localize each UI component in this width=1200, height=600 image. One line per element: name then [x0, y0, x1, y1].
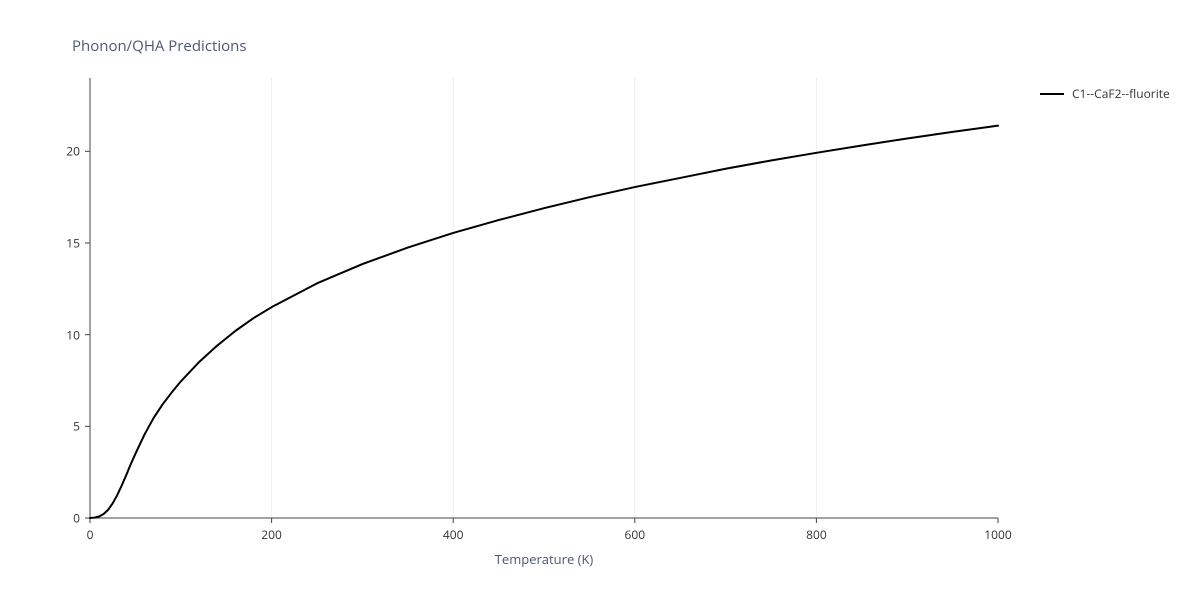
legend-label: C1--CaF2--fluorite — [1072, 85, 1170, 102]
chart-title: Phonon/QHA Predictions — [72, 36, 247, 56]
x-tick-label: 400 — [443, 526, 464, 543]
y-tick-label: 5 — [73, 418, 80, 435]
y-tick-label: 0 — [73, 510, 80, 527]
legend-swatch — [1040, 93, 1064, 95]
x-axis-label: Temperature (K) — [495, 550, 594, 568]
chart-container: Phonon/QHA Predictions Temperature (K) C… — [0, 0, 1200, 600]
x-tick-label: 0 — [87, 526, 94, 543]
y-tick-label: 10 — [66, 326, 80, 343]
plot-svg — [90, 78, 998, 518]
y-tick-label: 20 — [66, 143, 80, 160]
x-tick-label: 800 — [806, 526, 827, 543]
y-tick-label: 15 — [66, 235, 80, 252]
x-tick-label: 200 — [261, 526, 282, 543]
legend: C1--CaF2--fluorite — [1040, 85, 1170, 102]
x-tick-label: 600 — [625, 526, 646, 543]
x-tick-label: 1000 — [984, 526, 1011, 543]
